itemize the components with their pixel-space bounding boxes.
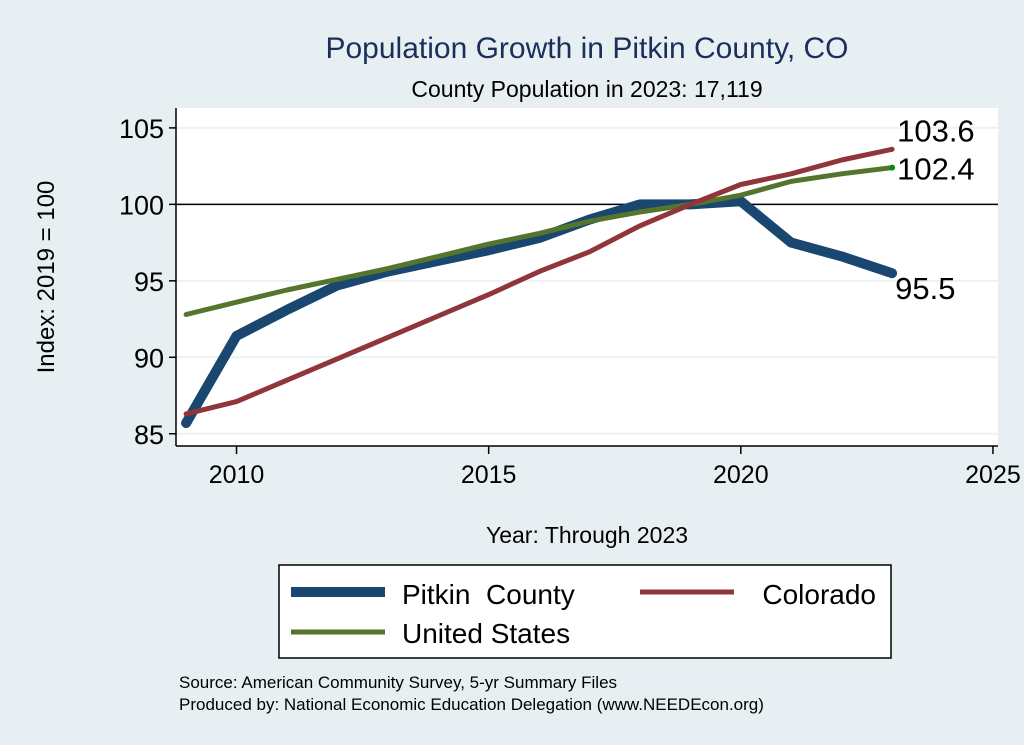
y-tick-label: 85 <box>134 420 164 450</box>
y-tick-label: 95 <box>134 267 164 297</box>
us-end-marker <box>889 164 896 171</box>
x-tick-label: 2025 <box>965 461 1021 489</box>
series-line-pitkin <box>181 196 898 429</box>
end-label-us: 102.4 <box>897 152 975 187</box>
y-axis-label: Index: 2019 = 100 <box>33 181 60 374</box>
series-line-colorado <box>183 146 895 417</box>
x-tick-label: 2010 <box>209 461 265 489</box>
legend-label-pitkin: Pitkin County <box>402 579 575 610</box>
y-tick-label: 90 <box>134 343 164 373</box>
end-label-colorado: 103.6 <box>897 113 975 148</box>
y-tick-label: 105 <box>119 114 164 144</box>
legend-box <box>278 564 892 659</box>
y-tick-label: 100 <box>119 190 164 220</box>
legend-label-us: United States <box>402 618 570 649</box>
x-tick-label: 2015 <box>461 461 517 489</box>
legend-label-colorado: Colorado <box>762 579 876 610</box>
producer-note: Produced by: National Economic Education… <box>179 695 764 714</box>
source-note: Source: American Community Survey, 5-yr … <box>179 673 617 692</box>
series-line-us <box>183 165 895 317</box>
chart-subtitle: County Population in 2023: 17,119 <box>411 76 762 102</box>
plot-area <box>176 108 998 446</box>
x-tick-label: 2020 <box>713 461 769 489</box>
x-axis-label: Year: Through 2023 <box>486 522 688 548</box>
end-label-pitkin: 95.5 <box>895 271 955 306</box>
chart-title: Population Growth in Pitkin County, CO <box>325 32 848 65</box>
legend: Pitkin County Colorado United States <box>278 564 892 659</box>
